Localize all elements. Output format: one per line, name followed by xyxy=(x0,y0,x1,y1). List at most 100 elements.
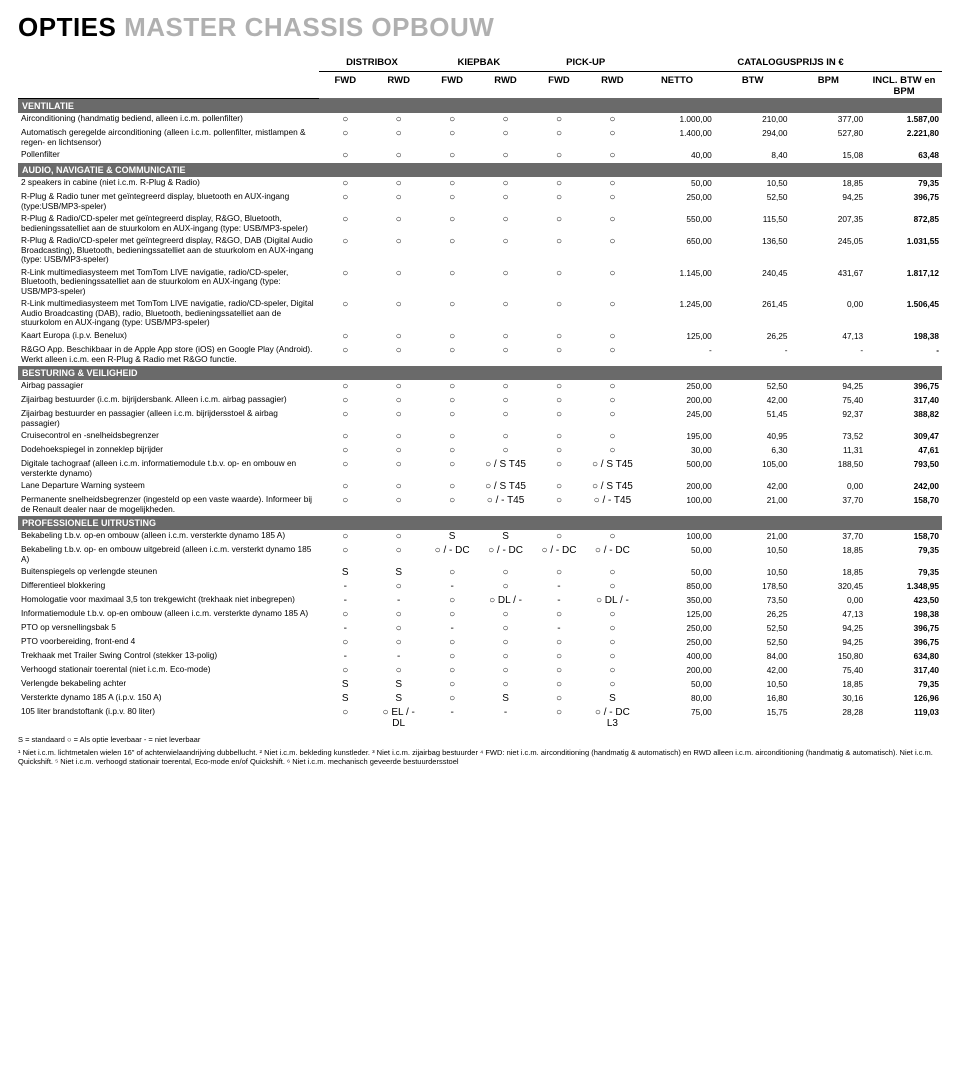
table-row: Kaart Europa (i.p.v. Benelux)○○○○○○125,0… xyxy=(18,329,942,343)
price-cell: 396,75 xyxy=(866,636,942,650)
availability-cell: ○ xyxy=(319,149,372,163)
price-cell: - xyxy=(639,343,715,365)
availability-cell: ○ xyxy=(319,266,372,298)
price-cell: 18,85 xyxy=(790,177,866,191)
availability-cell: - xyxy=(319,580,372,594)
availability-cell: ○ xyxy=(479,329,532,343)
table-row: R-Plug & Radio tuner met geïntegreerd di… xyxy=(18,191,942,213)
row-description: 105 liter brandstoftank (i.p.v. 80 liter… xyxy=(18,706,319,731)
availability-cell: ○ xyxy=(319,664,372,678)
availability-cell: ○ xyxy=(586,678,639,692)
column-sub-header: RWD xyxy=(372,71,425,98)
row-description: R-Link multimediasysteem met TomTom LIVE… xyxy=(18,266,319,298)
availability-cell: S xyxy=(586,692,639,706)
price-cell: 250,00 xyxy=(639,191,715,213)
price-cell: 317,40 xyxy=(866,394,942,408)
price-cell: 872,85 xyxy=(866,213,942,235)
availability-cell: ○ xyxy=(372,329,425,343)
availability-cell: - xyxy=(425,706,478,731)
availability-cell: ○ / S T45 xyxy=(479,458,532,480)
price-cell: 250,00 xyxy=(639,636,715,650)
price-cell: 52,50 xyxy=(715,191,791,213)
table-row: R&GO App. Beschikbaar in de Apple App st… xyxy=(18,343,942,365)
row-description: Buitenspiegels op verlengde steunen xyxy=(18,566,319,580)
availability-cell: ○ DL / - xyxy=(586,594,639,608)
price-cell: 0,00 xyxy=(790,480,866,494)
price-cell: 37,70 xyxy=(790,530,866,544)
availability-cell: ○ xyxy=(479,380,532,394)
price-cell: 18,85 xyxy=(790,678,866,692)
column-sub-header: NETTO xyxy=(639,71,715,98)
price-cell: 73,50 xyxy=(715,594,791,608)
availability-cell: ○ xyxy=(425,380,478,394)
row-description: Digitale tachograaf (alleen i.c.m. infor… xyxy=(18,458,319,480)
price-cell: 207,35 xyxy=(790,213,866,235)
availability-cell: ○ xyxy=(319,177,372,191)
availability-cell: ○ xyxy=(586,343,639,365)
row-description: Verhoogd stationair toerental (niet i.c.… xyxy=(18,664,319,678)
price-cell: 21,00 xyxy=(715,494,791,516)
price-cell: 40,95 xyxy=(715,430,791,444)
availability-cell: ○ xyxy=(586,213,639,235)
column-sub-header: FWD xyxy=(532,71,585,98)
row-description: Airbag passagier xyxy=(18,380,319,394)
price-cell: 423,50 xyxy=(866,594,942,608)
price-cell: 388,82 xyxy=(866,408,942,430)
options-table: DISTRIBOXKIEPBAKPICK-UPCATALOGUSPRIJS IN… xyxy=(18,55,942,731)
availability-cell: S xyxy=(319,566,372,580)
table-row: Trekhaak met Trailer Swing Control (stek… xyxy=(18,650,942,664)
price-cell: 8,40 xyxy=(715,149,791,163)
availability-cell: ○ xyxy=(586,444,639,458)
price-cell: 136,50 xyxy=(715,235,791,267)
availability-cell: ○ xyxy=(532,177,585,191)
price-cell: 28,28 xyxy=(790,706,866,731)
price-cell: 37,70 xyxy=(790,494,866,516)
price-cell: 125,00 xyxy=(639,608,715,622)
price-cell: 1.000,00 xyxy=(639,113,715,127)
availability-cell: ○ xyxy=(586,235,639,267)
price-cell: 50,00 xyxy=(639,566,715,580)
price-cell: 50,00 xyxy=(639,177,715,191)
availability-cell: ○ / - DC xyxy=(425,544,478,566)
price-cell: 200,00 xyxy=(639,664,715,678)
availability-cell: ○ xyxy=(319,706,372,731)
price-cell: 396,75 xyxy=(866,380,942,394)
availability-cell: ○ xyxy=(319,113,372,127)
availability-cell: ○ xyxy=(372,266,425,298)
price-cell: 6,30 xyxy=(715,444,791,458)
price-cell: 92,37 xyxy=(790,408,866,430)
price-cell: 198,38 xyxy=(866,329,942,343)
availability-cell: ○ xyxy=(586,329,639,343)
availability-cell: ○ xyxy=(372,636,425,650)
availability-cell: ○ xyxy=(586,266,639,298)
price-cell: 188,50 xyxy=(790,458,866,480)
availability-cell: ○ xyxy=(425,678,478,692)
price-cell: 10,50 xyxy=(715,678,791,692)
availability-cell: ○ xyxy=(479,608,532,622)
availability-cell: ○ xyxy=(372,408,425,430)
price-cell: 195,00 xyxy=(639,430,715,444)
price-cell: 317,40 xyxy=(866,664,942,678)
availability-cell: ○ xyxy=(586,177,639,191)
availability-cell: ○ xyxy=(532,480,585,494)
table-row: PTO voorbereiding, front-end 4○○○○○○250,… xyxy=(18,636,942,650)
price-cell: 500,00 xyxy=(639,458,715,480)
row-description: Kaart Europa (i.p.v. Benelux) xyxy=(18,329,319,343)
availability-cell: ○ xyxy=(425,149,478,163)
table-row: Versterkte dynamo 185 A (i.p.v. 150 A)SS… xyxy=(18,692,942,706)
availability-cell: ○ xyxy=(479,191,532,213)
price-cell: 1.587,00 xyxy=(866,113,942,127)
price-cell: 242,00 xyxy=(866,480,942,494)
price-cell: 1.245,00 xyxy=(639,298,715,330)
availability-cell: ○ xyxy=(319,191,372,213)
availability-cell: ○ xyxy=(372,177,425,191)
price-cell: 30,00 xyxy=(639,444,715,458)
availability-cell: ○ xyxy=(425,430,478,444)
table-row: Zijairbag bestuurder (i.c.m. bijrijdersb… xyxy=(18,394,942,408)
row-description: Bekabeling t.b.v. op-en ombouw (alleen i… xyxy=(18,530,319,544)
availability-cell: ○ xyxy=(425,636,478,650)
availability-cell: ○ xyxy=(319,380,372,394)
availability-cell: ○ xyxy=(372,608,425,622)
availability-cell: ○ xyxy=(532,430,585,444)
row-description: Pollenfilter xyxy=(18,149,319,163)
